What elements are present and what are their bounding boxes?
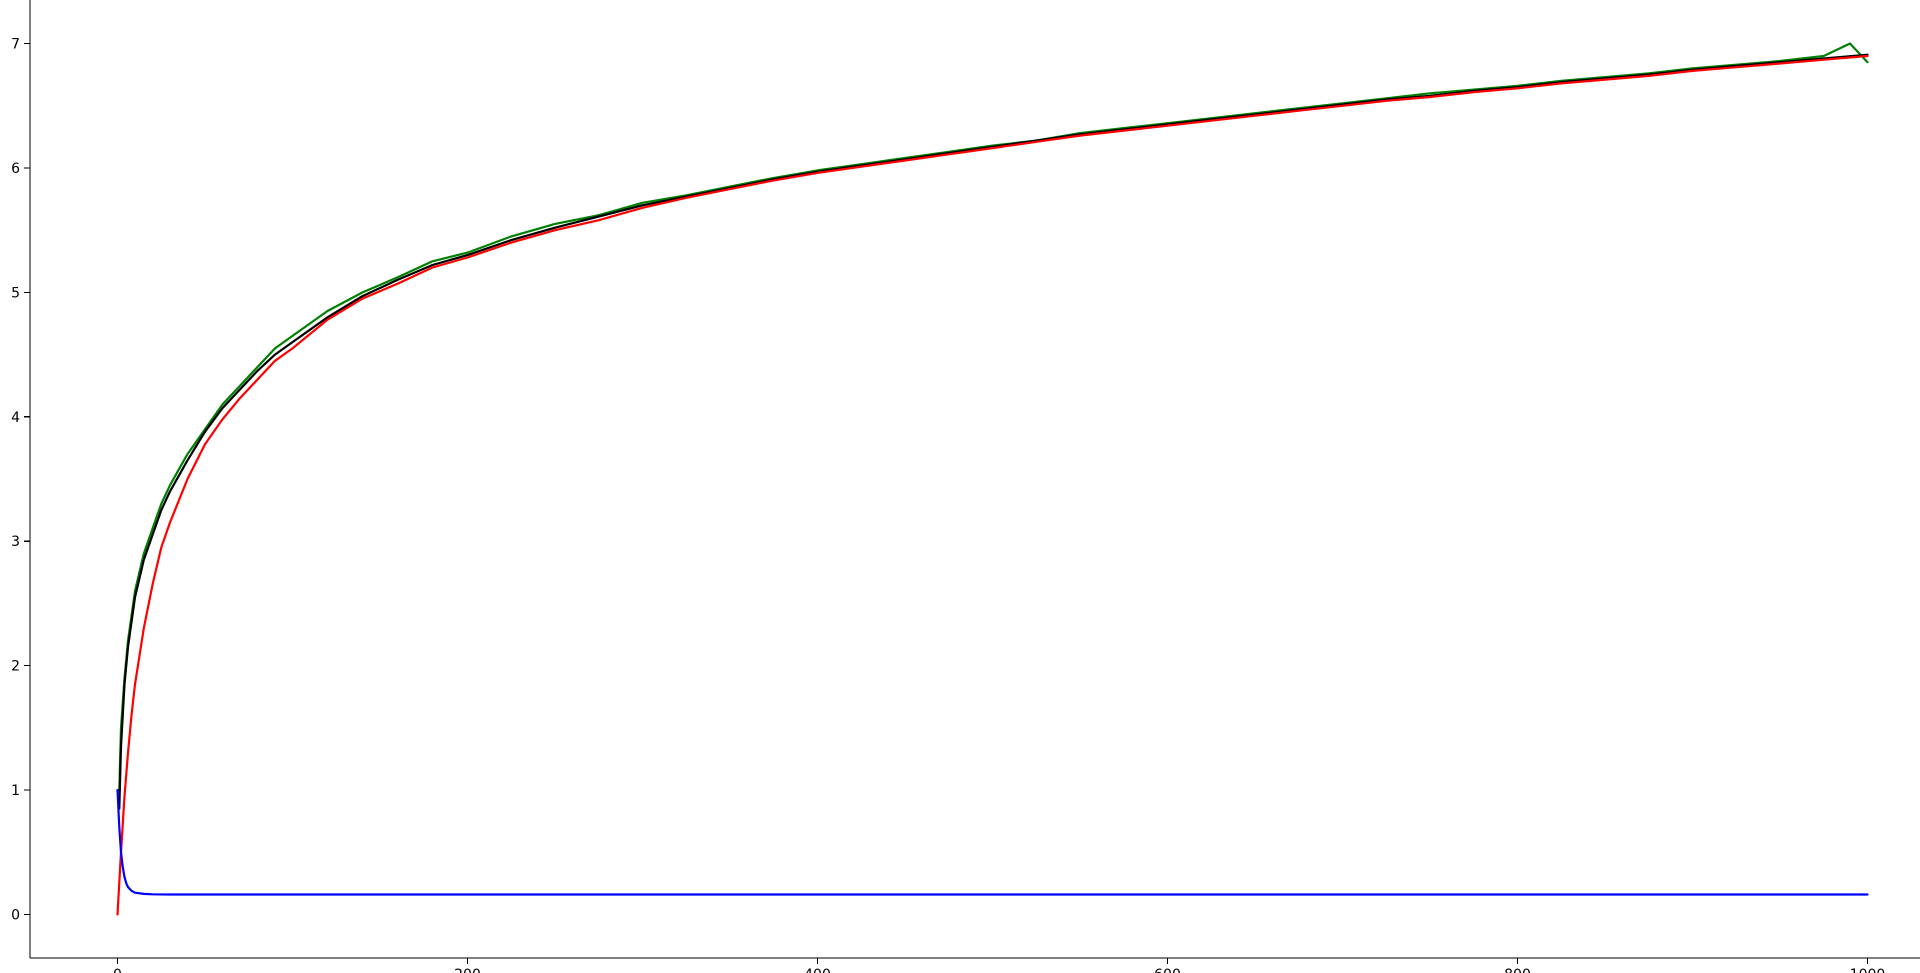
y-tick-label: 5 [11, 285, 20, 301]
y-tick-label: 6 [11, 161, 20, 177]
x-tick-label: 800 [1504, 967, 1531, 973]
y-tick-label: 0 [11, 907, 20, 923]
x-tick-label: 200 [454, 967, 481, 973]
y-tick-label: 7 [11, 37, 20, 53]
plot-lines [116, 42, 1869, 916]
y-tick-label: 4 [11, 410, 20, 426]
y-tick-label: 3 [11, 534, 20, 550]
series-line-red [116, 54, 1869, 916]
x-tick-label: 600 [1154, 967, 1181, 973]
series-line-blue [116, 788, 1869, 896]
x-axis-ticks: 0 200 400 600 800 1000 [113, 958, 1885, 973]
x-tick-label: 0 [113, 967, 122, 973]
x-tick-label: 400 [804, 967, 831, 973]
y-tick-label: 2 [11, 659, 20, 675]
y-tick-label: 1 [11, 783, 20, 799]
series-line-green [118, 42, 1869, 792]
y-axis-ticks: 0 1 2 3 4 5 6 7 [11, 37, 30, 923]
series-line-black [118, 53, 1869, 810]
x-tick-label: 1000 [1850, 967, 1886, 973]
